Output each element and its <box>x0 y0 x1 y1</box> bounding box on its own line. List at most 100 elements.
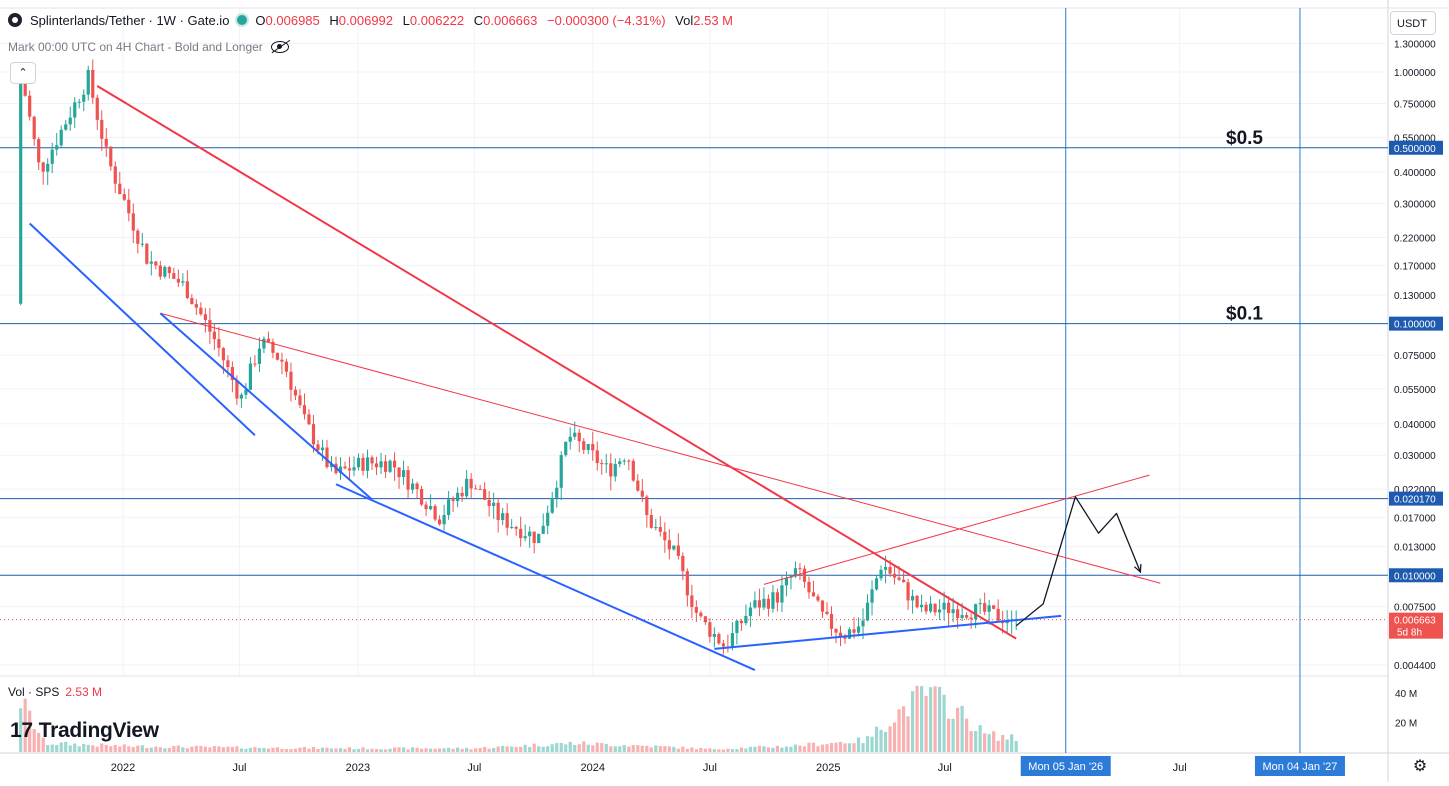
price-annotations: $0.5 $0.1 <box>1226 128 1263 325</box>
time-tick-label: 2023 <box>346 762 370 774</box>
candle-body <box>55 145 59 150</box>
candle-body <box>712 633 716 637</box>
candle-body <box>86 69 90 95</box>
candle-body <box>298 395 302 406</box>
candle-body <box>95 97 99 120</box>
volume-bar <box>514 747 518 752</box>
candle-body <box>167 267 171 274</box>
volume-bar <box>928 687 933 752</box>
candle-body <box>118 183 122 195</box>
candle-body <box>717 633 721 644</box>
volume-value: 2.53 M <box>693 12 733 28</box>
volume-bar <box>505 746 509 752</box>
volume-bar <box>622 745 626 752</box>
candle-body <box>212 331 216 340</box>
candle-body <box>478 488 482 490</box>
price-tick-label: 0.022000 <box>1394 485 1436 496</box>
currency-selector[interactable]: USDT <box>1390 11 1436 35</box>
candle-body <box>807 581 811 593</box>
volume-bar <box>478 748 482 752</box>
volume-bar <box>194 745 198 752</box>
volume-bar <box>221 747 225 752</box>
volume-bar <box>217 746 221 752</box>
candle-body <box>820 600 825 612</box>
candle-body <box>316 444 320 451</box>
volume-bar <box>987 734 991 752</box>
volume-bar <box>870 736 874 752</box>
volume-bar <box>640 745 644 752</box>
volume-bar <box>802 746 807 752</box>
volume-bar <box>865 736 870 752</box>
volume-bar <box>496 746 500 752</box>
candle-body <box>919 604 924 608</box>
volume-bar <box>780 747 784 752</box>
blue-support-line-1 <box>29 222 256 437</box>
volume-bar <box>401 747 406 752</box>
indicator-legend[interactable]: Mark 00:00 UTC on 4H Chart - Bold and Lo… <box>8 40 289 54</box>
candle-body <box>505 513 509 528</box>
candle-body <box>604 463 608 465</box>
volume-bar <box>685 748 689 752</box>
price-tick-label: 0.017000 <box>1394 513 1436 524</box>
candle-body <box>140 243 144 245</box>
trendlines[interactable] <box>29 85 1161 671</box>
volume-bar <box>248 747 253 752</box>
volume-bar <box>793 744 798 752</box>
candle-body <box>703 616 707 623</box>
candle-body <box>910 595 915 601</box>
candle-body <box>879 569 883 579</box>
time-tick-label: Jul <box>232 762 246 774</box>
candle-body <box>487 499 491 506</box>
time-tick-label: 2022 <box>111 762 135 774</box>
level-price-badge-label: 0.100000 <box>1394 320 1436 331</box>
candle-body <box>136 230 140 244</box>
volume-bar <box>600 743 604 752</box>
volume-bar <box>483 747 487 752</box>
tradingview-logo[interactable]: 17 TradingView <box>10 719 159 743</box>
candle-body <box>356 457 361 468</box>
volume-bar <box>149 747 153 752</box>
volume-legend[interactable]: Vol · SPS 2.53 M <box>8 685 102 699</box>
hide-eye-icon[interactable] <box>270 41 289 53</box>
volume-bar <box>667 746 671 752</box>
candle-body <box>352 467 356 471</box>
candle-body <box>825 611 829 614</box>
volume-bar <box>532 743 536 752</box>
candle-body <box>73 102 77 118</box>
volume-bar <box>541 746 545 752</box>
price-tick-label: 0.075000 <box>1394 351 1436 362</box>
candle-body <box>699 612 703 617</box>
candle-body <box>302 405 307 415</box>
symbol-title[interactable]: Splinterlands/Tether · 1W · Gate.io <box>30 12 230 28</box>
low-value: 0.006222 <box>409 12 465 28</box>
candle-body <box>519 528 523 539</box>
candle-body <box>361 457 365 471</box>
candle-body <box>163 267 167 277</box>
candle-body <box>816 596 820 601</box>
candle-body <box>185 281 189 299</box>
volume-bar <box>519 746 523 752</box>
price-tick-label: 0.400000 <box>1394 168 1436 179</box>
volume-bar <box>91 745 95 752</box>
volume-bar <box>555 743 559 752</box>
candle-body <box>122 194 126 200</box>
candle-body <box>149 261 153 264</box>
price-tick-label: 0.004400 <box>1394 661 1436 672</box>
volume-bar <box>239 748 244 752</box>
volume-bar <box>627 746 631 752</box>
gear-icon[interactable]: ⚙ <box>1412 758 1428 775</box>
time-axis[interactable]: 2022 Jul 2023 Jul 2024 Jul 2025 Jul Jul Mon 05 Ja… <box>111 756 1345 776</box>
volume-bar <box>676 748 680 752</box>
volume-bar <box>965 718 969 752</box>
volume-bar <box>334 748 338 752</box>
collapse-legend-button[interactable]: ⌃ <box>10 62 36 84</box>
candle-body <box>969 617 973 620</box>
horizontal-levels <box>0 147 1388 621</box>
price-axis[interactable]: 1.300000 1.000000 0.750000 0.550000 0.400000… <box>1389 39 1443 672</box>
volume-bar <box>974 731 978 752</box>
volume-bar <box>289 749 293 752</box>
candle-body <box>883 566 888 570</box>
volume-bar <box>329 748 334 752</box>
volume-bar <box>460 748 464 752</box>
